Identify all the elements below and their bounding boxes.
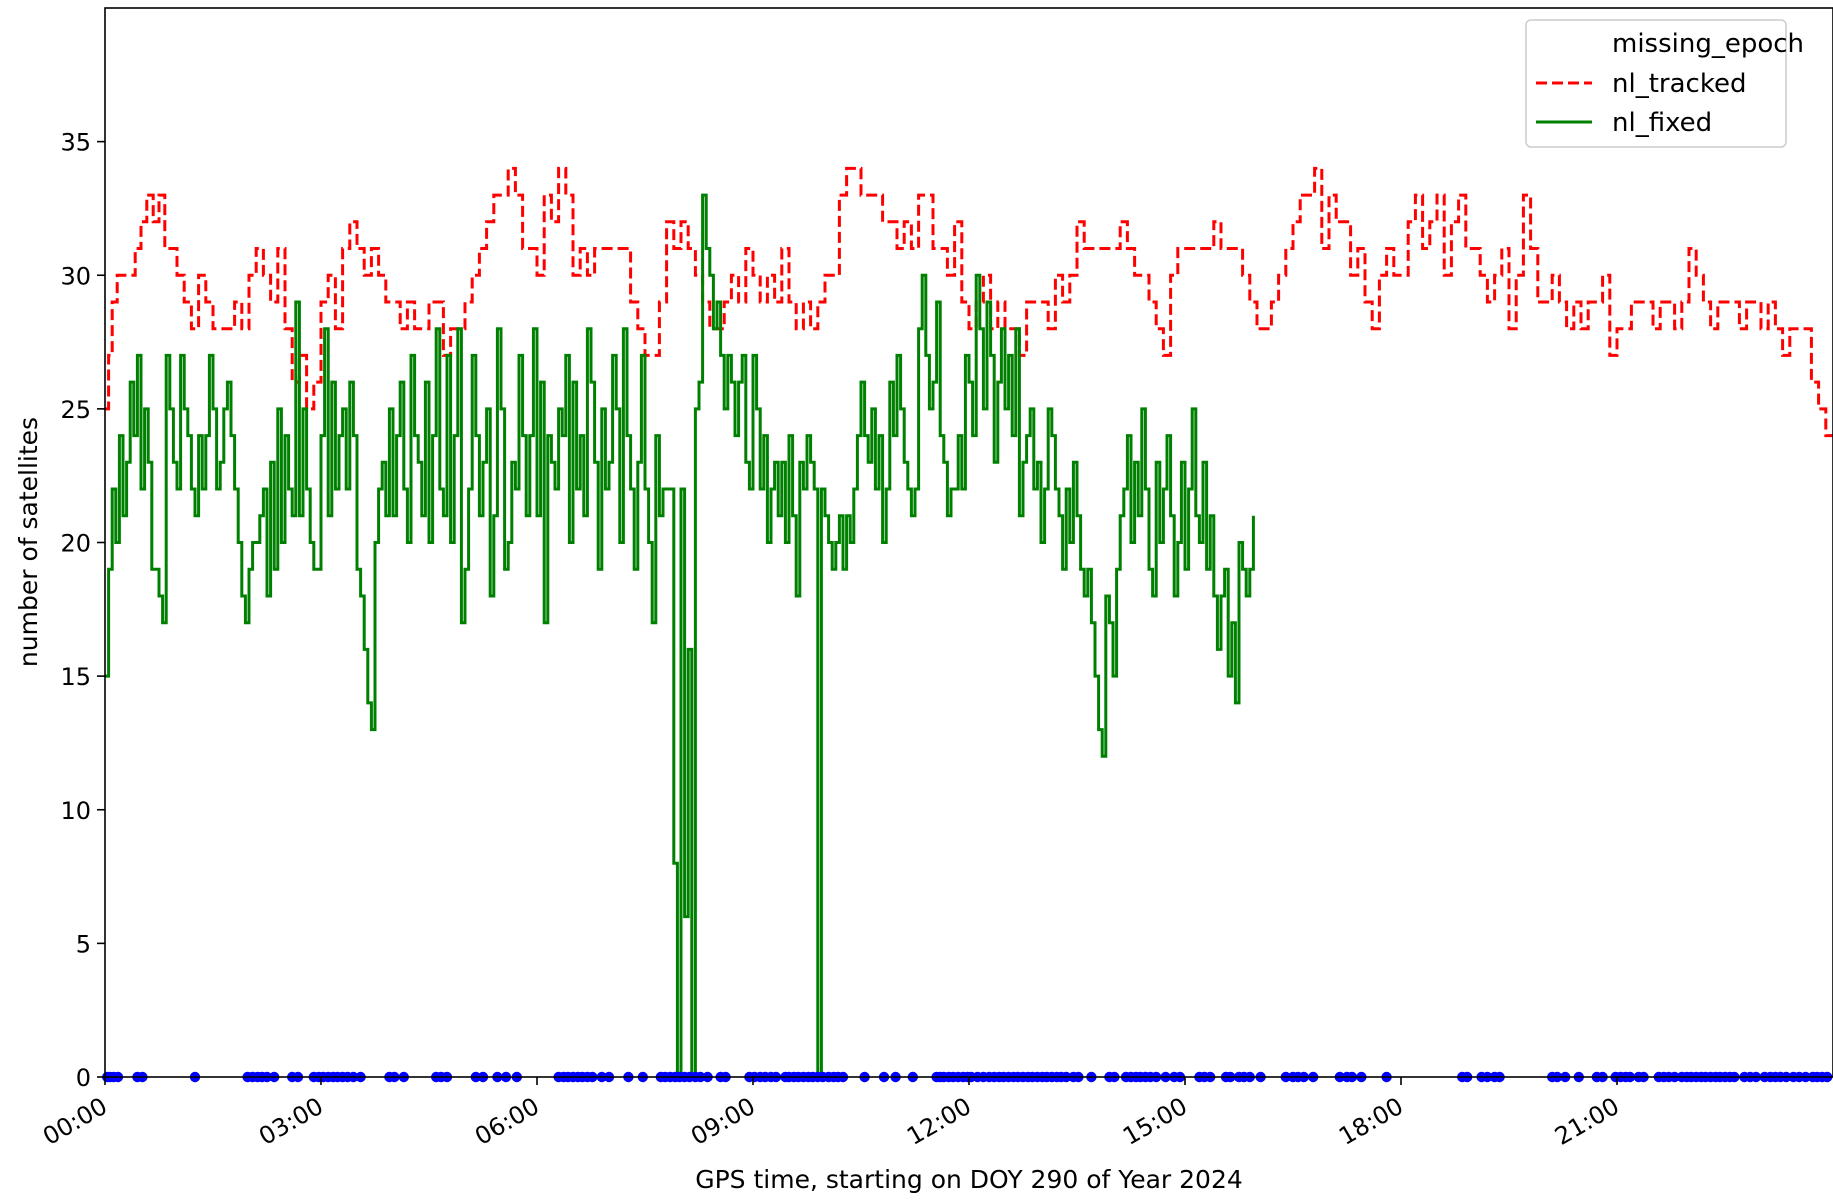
legend-label-missing-epoch: missing_epoch <box>1612 29 1804 59</box>
legend-item-nl-fixed: nl_fixed <box>1536 108 1712 138</box>
legend-label-nl-fixed: nl_fixed <box>1612 108 1712 138</box>
y-axis-label: number of satellites <box>14 417 43 667</box>
legend-item-missing-epoch: missing_epoch <box>1612 29 1804 59</box>
legend-item-nl-tracked: nl_tracked <box>1536 69 1746 99</box>
y-tick-label: 0 <box>76 1064 91 1092</box>
series-line-nl-tracked <box>105 166 1833 438</box>
y-tick-label: 5 <box>76 930 91 958</box>
y-tick-label: 25 <box>60 396 91 424</box>
x-axis-label: GPS time, starting on DOY 290 of Year 20… <box>695 1165 1243 1194</box>
series-line-nl-fixed <box>105 193 1255 1079</box>
legend-box <box>1525 19 1787 148</box>
y-tick-label: 20 <box>60 530 91 558</box>
legend-label-nl-tracked: nl_tracked <box>1612 69 1746 99</box>
series-layer <box>102 166 1833 1083</box>
y-tick-label: 10 <box>60 797 91 825</box>
y-tick-label: 15 <box>60 663 91 691</box>
y-tick-label: 30 <box>60 262 91 290</box>
legend: missing_epoch nl_tracked nl_fixed <box>1525 19 1804 148</box>
y-tick-label: 35 <box>60 129 91 157</box>
